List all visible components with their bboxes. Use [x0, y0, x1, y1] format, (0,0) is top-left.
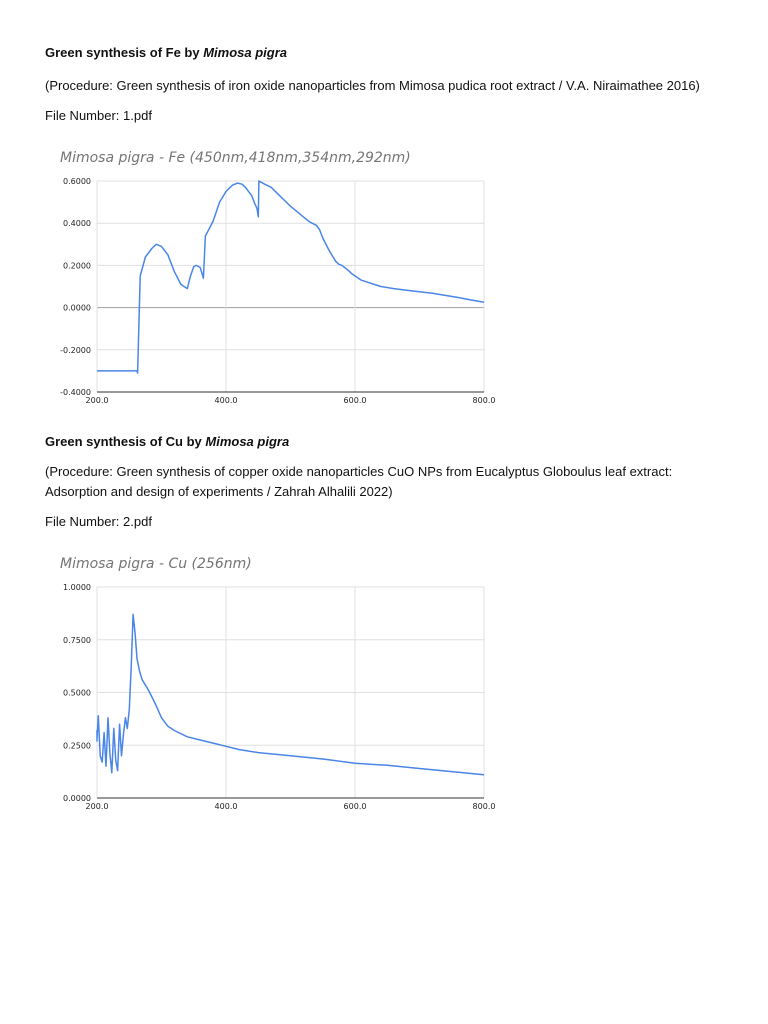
- section-1-heading-species: Mimosa pigra: [203, 45, 288, 60]
- y-tick-label: 0.0000: [63, 794, 91, 803]
- y-tick-label: 0.5000: [63, 689, 91, 698]
- section-1-heading-prefix: Green synthesis of Fe by: [45, 45, 204, 60]
- chart-cu: Mimosa pigra - Cu (256nm) 0.0000 0.2500 0.5…: [40, 545, 500, 825]
- x-tick-label: 200.0: [86, 802, 109, 811]
- x-tick-label: 600.0: [344, 802, 367, 811]
- y-tick-label: 0.4000: [63, 219, 91, 228]
- y-tick-label: 0.7500: [63, 636, 91, 645]
- x-tick-label: 400.0: [215, 802, 238, 811]
- x-tick-label: 200.0: [86, 396, 109, 405]
- series-line-0: [97, 180, 485, 374]
- y-tick-label: 0.0000: [63, 304, 91, 313]
- y-tick-label: 1.0000: [63, 583, 91, 592]
- y-tick-label: 0.2500: [63, 741, 91, 750]
- y-tick-label: -0.4000: [60, 388, 91, 397]
- section-1-file-number: File Number: 1.pdf: [45, 108, 152, 123]
- chart-title: Mimosa pigra - Cu (256nm): [60, 556, 252, 572]
- section-2-heading-species: Mimosa pigra: [205, 434, 290, 449]
- section-1-heading: Green synthesis of Fe by Mimosa pigra: [45, 45, 287, 60]
- x-tick-label: 800.0: [473, 396, 496, 405]
- chart-cu-svg: Mimosa pigra - Cu (256nm) 0.0000 0.2500 0.5…: [60, 556, 496, 811]
- y-tick-label: 0.2000: [63, 261, 91, 270]
- series-line-0: [96, 613, 485, 776]
- section-2-heading-prefix: Green synthesis of Cu by: [45, 434, 206, 449]
- x-tick-label: 400.0: [215, 396, 238, 405]
- section-2-file-number: File Number: 2.pdf: [45, 514, 152, 529]
- y-tick-label: 0.6000: [63, 177, 91, 186]
- chart-fe-svg: Mimosa pigra - Fe (450nm,418nm,354nm,292…: [60, 150, 496, 405]
- y-tick-label: -0.2000: [60, 346, 91, 355]
- section-2-procedure: (Procedure: Green synthesis of copper ox…: [45, 464, 673, 499]
- section-1-procedure: (Procedure: Green synthesis of iron oxid…: [45, 78, 700, 93]
- x-tick-label: 600.0: [344, 396, 367, 405]
- chart-title: Mimosa pigra - Fe (450nm,418nm,354nm,292…: [60, 150, 411, 166]
- chart-fe: Mimosa pigra - Fe (450nm,418nm,354nm,292…: [40, 140, 500, 420]
- x-tick-label: 800.0: [473, 802, 496, 811]
- section-2-heading: Green synthesis of Cu by Mimosa pigra: [45, 434, 289, 449]
